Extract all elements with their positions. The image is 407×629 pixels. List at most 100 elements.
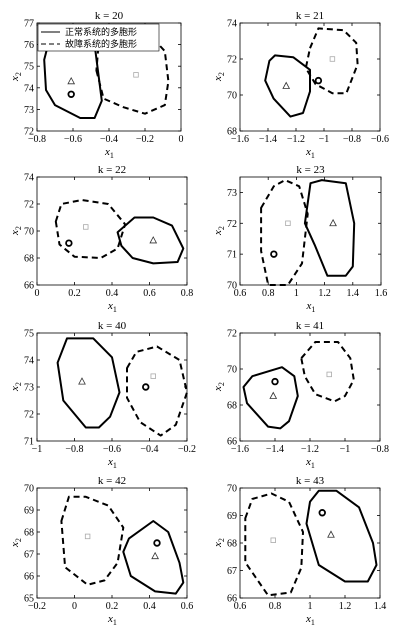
triangle-marker	[269, 391, 278, 399]
y-tick-label: 72	[24, 410, 34, 421]
state-circle-marker	[271, 377, 279, 386]
x-tick-label: 0.6	[181, 601, 194, 612]
y-tick-label: 77	[24, 19, 34, 30]
subplot-2: k = 21 −1.6 −1.4 −1.2 −1 −0.8 −0.6 68 70 72 74 x1 x2	[212, 10, 389, 160]
y-tick-label: 66	[24, 572, 34, 583]
y-axis-label: x2	[212, 72, 226, 82]
y-tick-label: 66	[227, 437, 237, 448]
x-tick-label: −1.2	[287, 134, 305, 145]
axes-frame	[36, 332, 188, 442]
fault-polytope	[304, 27, 359, 95]
x-tick-label: 0.8	[262, 288, 275, 299]
legend-box	[37, 23, 160, 52]
y-tick-label: 75	[24, 62, 34, 73]
y-tick-label: 71	[24, 437, 34, 448]
x-tick-label: −0.6	[64, 134, 82, 145]
y-tick-label: 70	[227, 484, 237, 495]
triangle-marker	[67, 76, 76, 85]
square-marker	[326, 371, 332, 378]
x-tick-label: 1.2	[339, 601, 352, 612]
square-marker	[133, 72, 139, 78]
normal-polytope	[116, 216, 185, 265]
x-tick-label: −1	[340, 444, 351, 455]
x-tick-label: −0.4	[100, 134, 118, 145]
state-circle-marker	[65, 239, 73, 247]
fault-polytope	[54, 199, 127, 259]
x-tick-label: 1	[308, 601, 313, 612]
square-marker	[150, 373, 156, 379]
subplot-1: k = 20 −0.8 −0.6 −0.4 −0.2 0 72 73 74 75 76 77 x1 x2 正…	[9, 10, 184, 160]
x-tick-label: −0.2	[28, 601, 46, 612]
subplot-title: k = 42	[98, 475, 126, 487]
y-axis-label: x2	[9, 382, 23, 392]
x-axis-label: x1	[107, 613, 117, 627]
axes-frame	[239, 176, 382, 286]
x-tick-label: −1.4	[259, 134, 277, 145]
x-axis-label: x1	[305, 456, 315, 470]
y-tick-label: 70	[227, 281, 237, 292]
x-tick-label: 0.6	[143, 288, 156, 299]
y-tick-label: 70	[24, 484, 34, 495]
y-tick-label: 73	[227, 188, 237, 199]
x-tick-label: 1.4	[347, 288, 360, 299]
x-tick-label: −0.2	[178, 444, 196, 455]
subplot-3: k = 22 0 0.2 0.4 0.6 0.8 66 68 70 72 74 x1 x2	[9, 164, 193, 314]
y-tick-label: 68	[227, 539, 237, 550]
x-tick-label: 0	[179, 134, 184, 145]
triangle-marker	[78, 377, 86, 385]
y-tick-label: 67	[227, 566, 237, 577]
triangle-marker	[151, 551, 159, 560]
x-tick-label: −0.8	[371, 444, 389, 455]
subplot-4: k = 23 0.6 0.8 1 1.2 1.4 1.6 70 71 72 73 x1 x2	[212, 164, 387, 314]
y-tick-label: 69	[227, 511, 237, 522]
x-tick-label: 0.6	[234, 601, 247, 612]
x-tick-label: −1.6	[231, 134, 249, 145]
x-axis-label: x1	[305, 613, 315, 627]
triangle-marker	[327, 530, 335, 538]
x-tick-label: −0.6	[103, 444, 121, 455]
normal-polytope	[305, 489, 378, 583]
y-axis-label: x2	[212, 382, 226, 392]
subplot-7: k = 42 −0.2 0 0.2 0.4 0.6 65 66 67 68 69 70 x1 x2	[9, 475, 193, 627]
y-tick-label: 65	[24, 594, 34, 605]
x-tick-label: 1	[294, 288, 299, 299]
x-tick-label: −0.4	[140, 444, 158, 455]
y-tick-label: 67	[24, 550, 34, 561]
subplot-title: k = 21	[296, 10, 324, 22]
y-tick-label: 72	[227, 219, 237, 230]
y-tick-label: 74	[24, 356, 34, 367]
normal-polytope	[303, 179, 356, 277]
y-tick-label: 72	[24, 127, 34, 138]
x-axis-label: x1	[107, 456, 117, 470]
state-circle-marker	[153, 539, 161, 547]
y-axis-label: x2	[9, 538, 23, 548]
x-axis-label: x1	[305, 146, 315, 160]
axes-frame	[36, 176, 188, 286]
subplot-title: k = 22	[98, 164, 126, 176]
x-tick-label: 0	[35, 288, 40, 299]
x-tick-label: 0.4	[106, 288, 119, 299]
y-tick-label: 68	[227, 127, 237, 138]
y-tick-label: 70	[24, 227, 34, 238]
subplot-title: k = 20	[95, 10, 124, 22]
state-circle-marker	[314, 76, 323, 85]
x-axis-label: x1	[107, 300, 117, 314]
axes-frame	[36, 487, 188, 599]
y-axis-label: x2	[9, 226, 23, 236]
x-tick-label: −1.4	[266, 444, 284, 455]
triangle-marker	[282, 81, 291, 89]
y-tick-label: 74	[227, 19, 237, 30]
triangle-marker	[149, 236, 158, 244]
y-tick-label: 72	[24, 200, 34, 211]
triangle-marker	[329, 218, 337, 227]
y-tick-label: 72	[227, 55, 237, 66]
legend-label: 正常系统的多胞形	[65, 26, 137, 38]
x-tick-label: −0.8	[28, 134, 46, 145]
subplot-title: k = 23	[296, 164, 325, 176]
square-marker	[83, 224, 89, 230]
x-tick-label: 0.4	[143, 601, 156, 612]
x-tick-label: −1	[32, 444, 43, 455]
y-tick-label: 73	[24, 105, 34, 116]
state-circle-marker	[318, 509, 326, 517]
